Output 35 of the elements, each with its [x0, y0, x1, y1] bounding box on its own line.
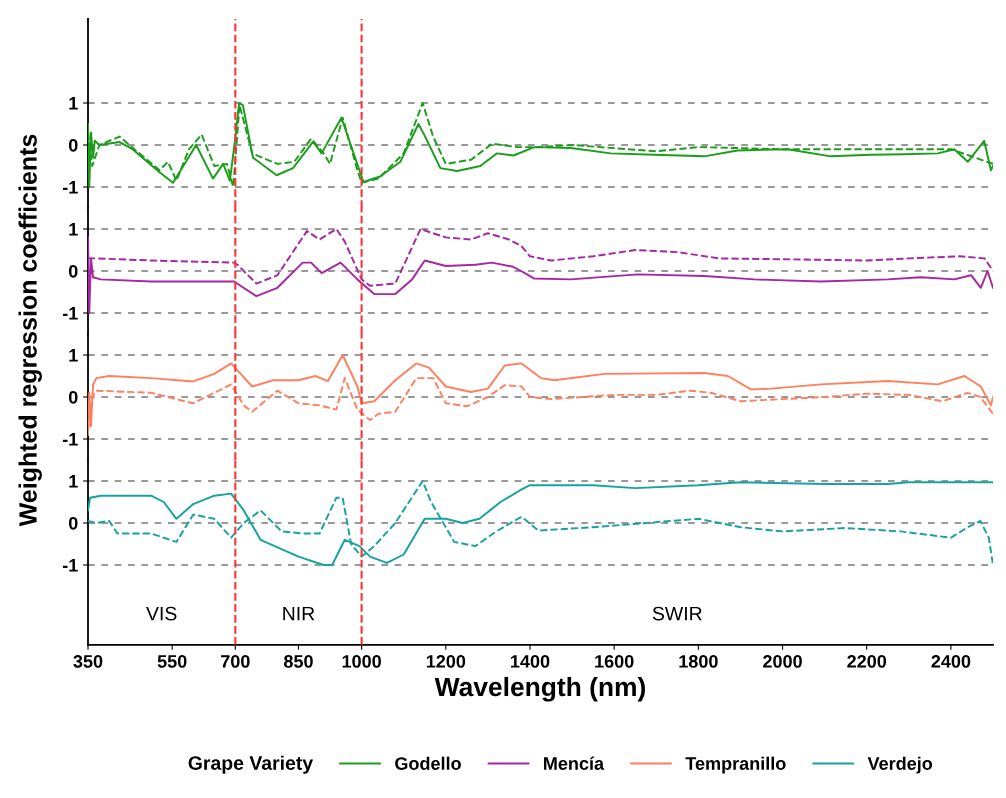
- x-axis-title: Wavelength (nm): [434, 676, 645, 702]
- x-tick-label: 1000: [342, 655, 381, 668]
- x-tick-label: 2000: [763, 655, 802, 668]
- x-tick-label: 550: [157, 655, 187, 668]
- x-tick-label: 1400: [511, 655, 550, 668]
- y-tick-label: 0: [68, 264, 78, 278]
- x-tick-label: 1800: [679, 655, 718, 668]
- y-tick-label: 0: [68, 516, 78, 530]
- y-tick-label: 1: [69, 97, 78, 110]
- y-axis-title: Weighted regression coefficients: [18, 134, 42, 527]
- line-series: [88, 354, 993, 436]
- x-tick-label: 850: [283, 655, 313, 668]
- x-tick-label: 700: [221, 655, 250, 668]
- legend-label: Mencía: [544, 756, 605, 770]
- legend-label: Godello: [395, 756, 461, 770]
- y-tick-label: 1: [69, 475, 78, 488]
- legend-title: Grape Variety: [188, 755, 314, 774]
- legend-label: Verdejo: [867, 756, 933, 774]
- annotation: NIR: [283, 606, 315, 621]
- x-tick-label: 350: [73, 655, 103, 668]
- y-tick-label: 1: [69, 223, 78, 236]
- y-tick-label: 0: [68, 390, 78, 404]
- y-tick-label: -1: [62, 559, 78, 572]
- annotation: SWIR: [652, 606, 702, 621]
- x-tick-label: 1200: [426, 655, 466, 668]
- y-tick-label: 0: [68, 138, 78, 152]
- x-tick-label: 1600: [595, 655, 634, 668]
- y-tick-label: -1: [62, 433, 78, 446]
- y-tick-label: 1: [69, 349, 78, 362]
- annotation: VIS: [146, 606, 177, 621]
- y-tick-label: -1: [62, 307, 78, 320]
- x-tick-label: 2400: [931, 655, 971, 668]
- x-tick-label: 2200: [847, 655, 887, 668]
- legend-label: Tempranillo: [685, 756, 786, 774]
- y-tick-label: -1: [62, 181, 78, 194]
